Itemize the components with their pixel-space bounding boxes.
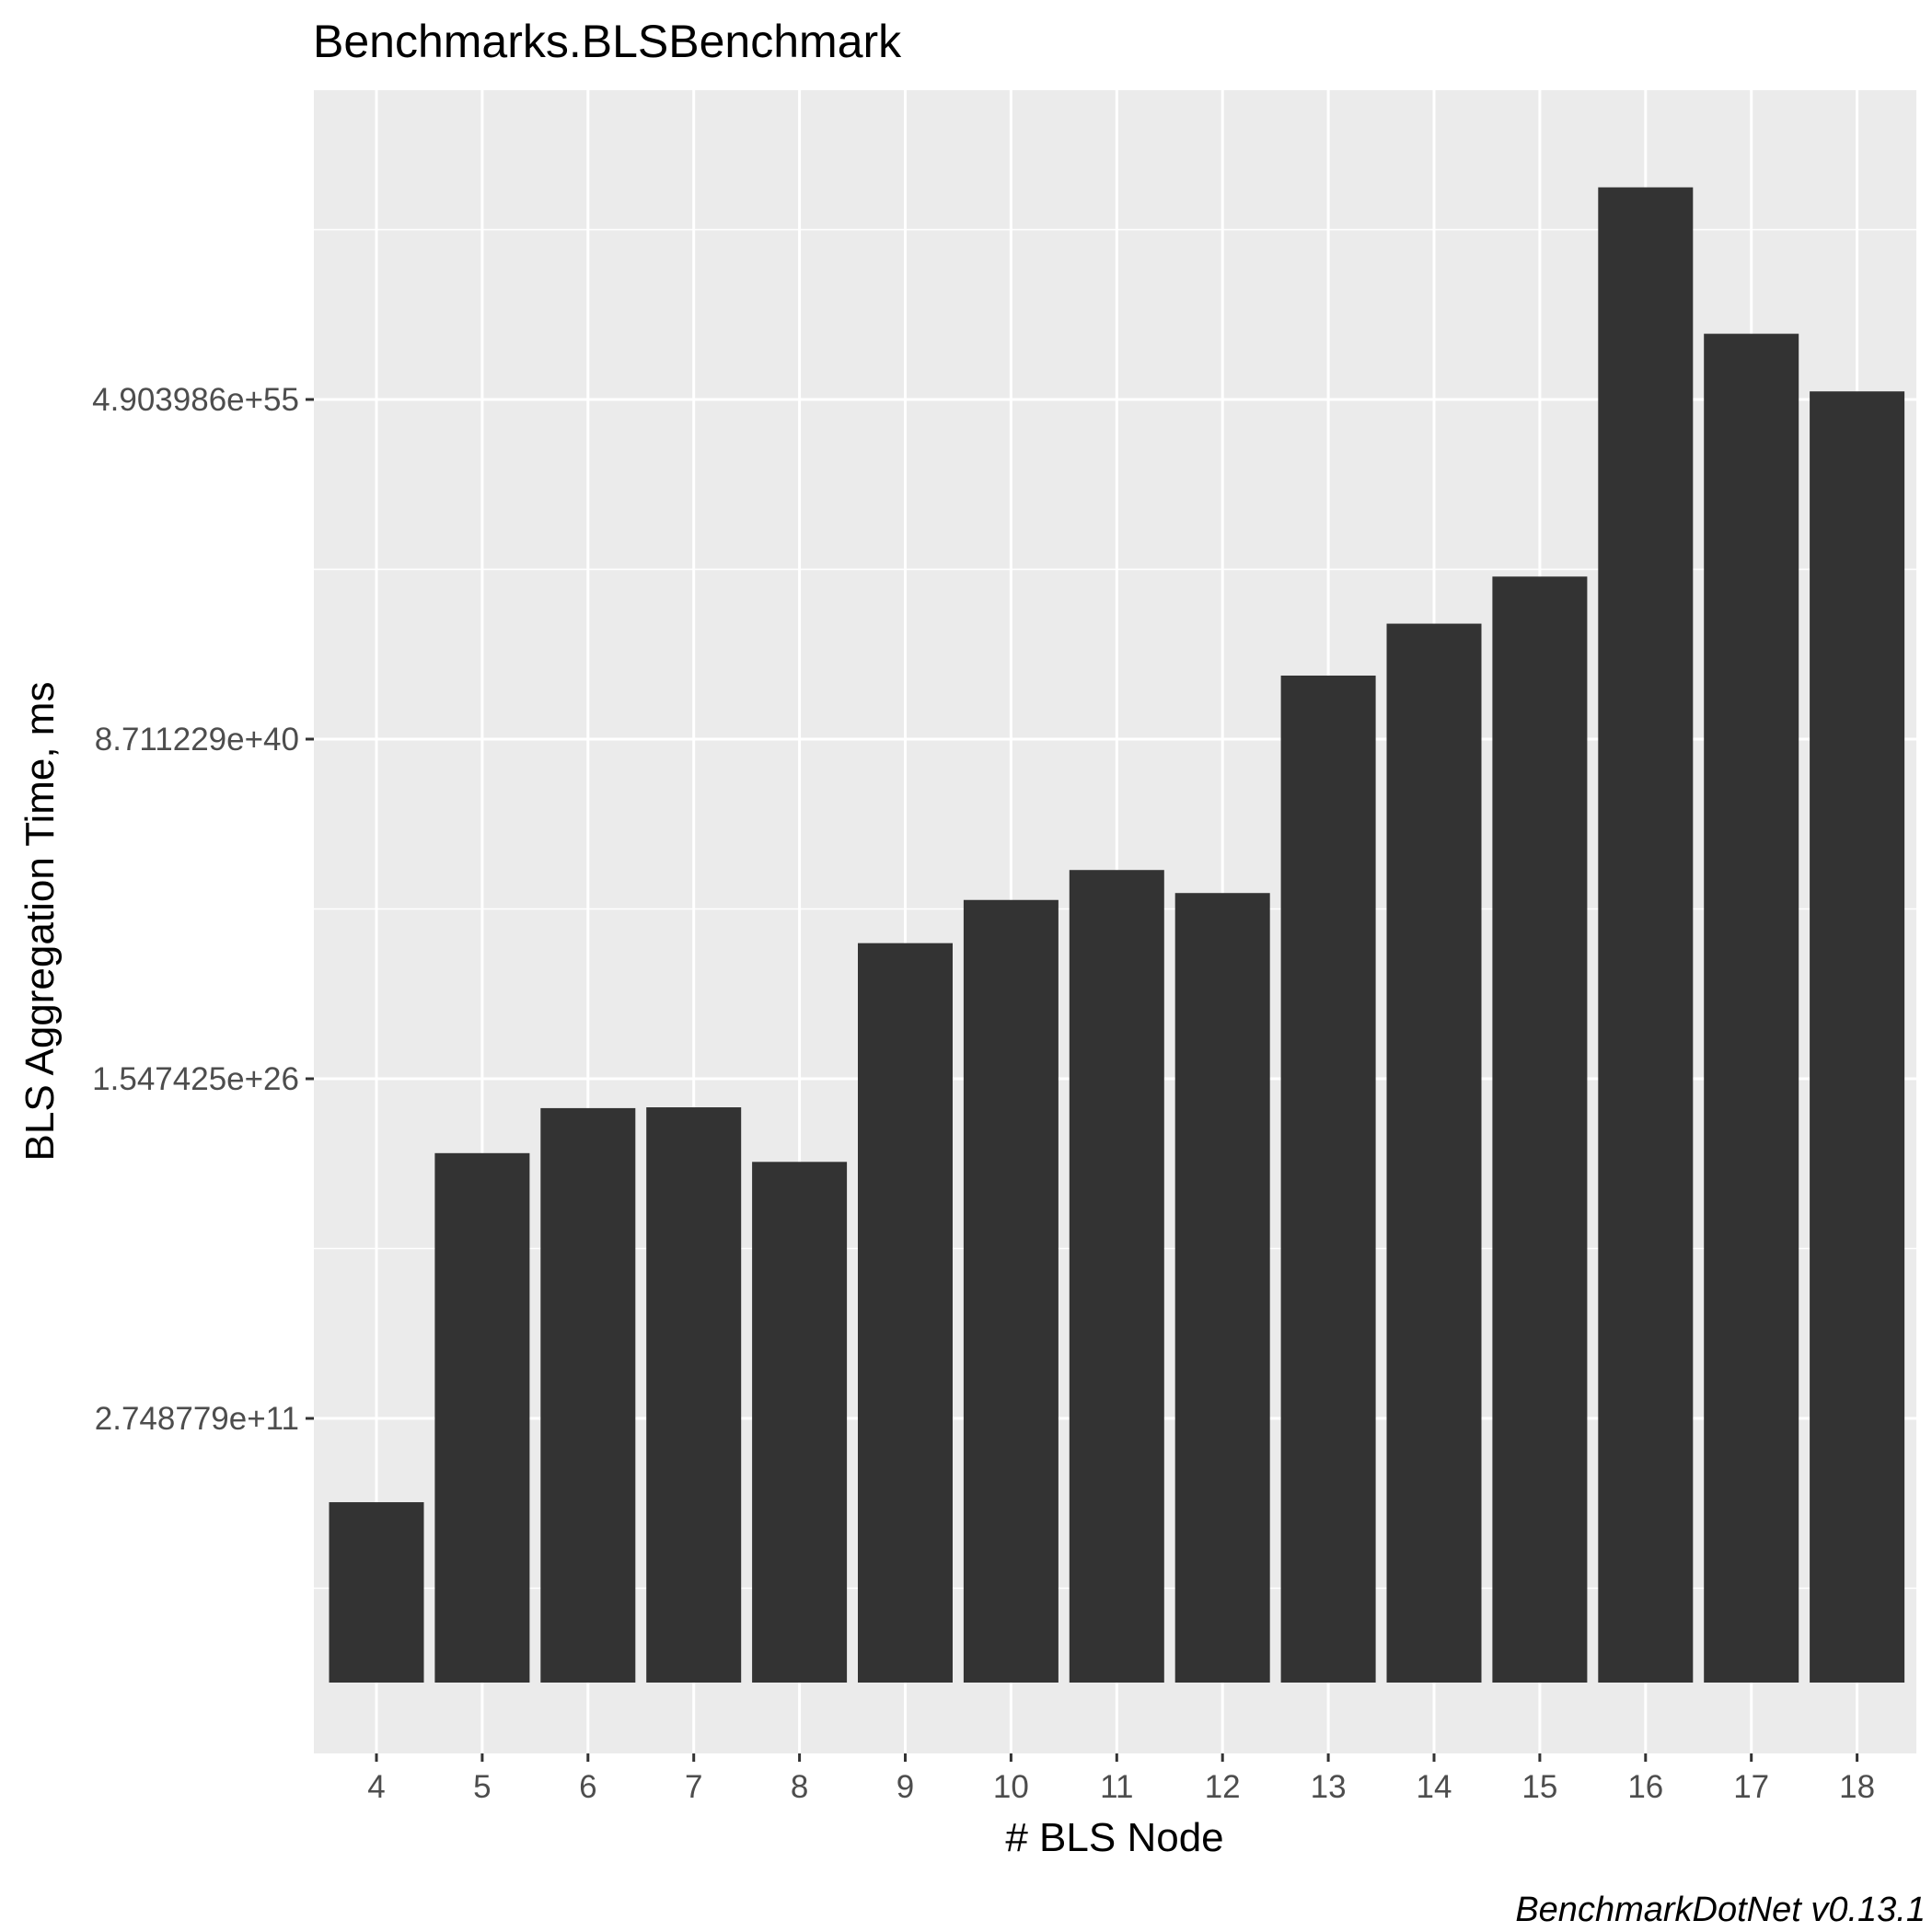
bar-17 (1704, 333, 1799, 1683)
bar-10 (963, 899, 1059, 1683)
y-tick-label: 2.748779e+11 (95, 1401, 299, 1437)
y-tick-label: 8.711229e+40 (95, 722, 299, 758)
bar-4 (329, 1502, 424, 1683)
x-tick-label: 11 (1100, 1769, 1133, 1805)
x-tick-label: 12 (1205, 1769, 1241, 1805)
x-tick-label: 9 (897, 1769, 914, 1805)
chart-title: Benchmarks.BLSBenchmark (313, 16, 902, 67)
x-tick-label: 6 (579, 1769, 596, 1805)
x-tick-label: 16 (1627, 1769, 1663, 1805)
bar-7 (646, 1107, 742, 1683)
x-tick-label: 4 (367, 1769, 385, 1805)
x-tick-label: 14 (1417, 1769, 1452, 1805)
x-tick-label: 8 (791, 1769, 808, 1805)
x-axis-title: # BLS Node (1005, 1815, 1223, 1860)
y-tick-label: 1.547425e+26 (92, 1061, 299, 1097)
x-tick-label: 13 (1311, 1769, 1347, 1805)
bar-8 (752, 1162, 848, 1683)
x-tick-label: 7 (685, 1769, 702, 1805)
bar-14 (1386, 623, 1482, 1683)
chart-caption: BenchmarkDotNet v0.13.1 (1515, 1891, 1926, 1929)
x-tick-label: 5 (473, 1769, 491, 1805)
y-axis-title: BLS Aggregation Time, ms (17, 682, 63, 1162)
bar-13 (1280, 675, 1376, 1683)
x-tick-label: 10 (993, 1769, 1029, 1805)
y-axis: 2.748779e+11 1.547425e+26 8.711229e+40 4.90… (92, 382, 314, 1437)
bar-16 (1598, 187, 1694, 1683)
bar-6 (540, 1107, 636, 1683)
bar-11 (1069, 870, 1164, 1683)
x-tick-label: 15 (1521, 1769, 1557, 1805)
bar-9 (858, 943, 953, 1683)
y-tick-label: 4.903986e+55 (92, 382, 299, 418)
bar-12 (1174, 893, 1270, 1683)
bar-5 (434, 1152, 530, 1683)
x-axis: 4 5 6 7 8 9 10 11 12 13 14 15 16 17 18 (367, 1753, 1875, 1805)
bar-18 (1810, 391, 1905, 1683)
x-tick-label: 17 (1733, 1769, 1769, 1805)
x-tick-label: 18 (1839, 1769, 1875, 1805)
bar-15 (1492, 576, 1588, 1683)
bars (329, 187, 1905, 1683)
